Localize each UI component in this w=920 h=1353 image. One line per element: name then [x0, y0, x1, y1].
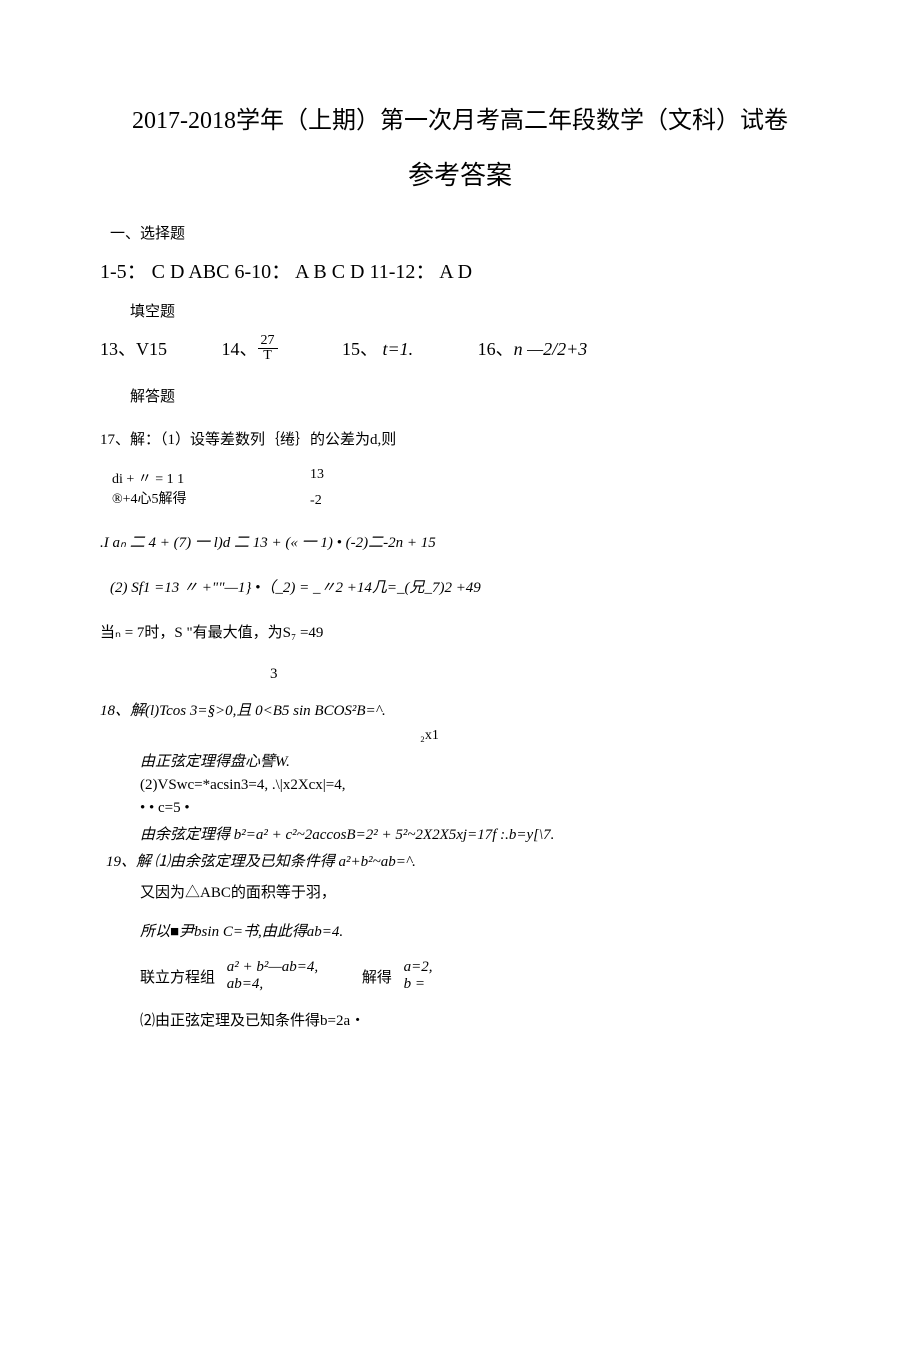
section-3-header: 解答题	[130, 385, 820, 406]
q19-eq-group: 联立方程组 a² + b²—ab=4, ab=4, 解得 a=2, b =	[140, 959, 820, 993]
q17-eq-left1: di + 〃 = 1 1	[112, 468, 187, 488]
q18-line1: 18、解(l)Tcos 3=§>0,且 0<B5 sin BCOS²B=^.	[100, 699, 820, 720]
q19-eq-col2: a=2, b =	[404, 959, 433, 993]
q18-line2: 由正弦定理得盘心譬W.	[140, 750, 820, 771]
q17-eq-right1: 13	[310, 467, 324, 483]
q14-top: 27	[258, 334, 278, 349]
q17-line4: 当ₙ = 7时，S "有最大值，为S₇ =49	[100, 621, 820, 642]
doc-title: 2017-2018学年（上期）第一次月考高二年段数学（文科）试卷	[100, 100, 820, 135]
q13-label: 13、	[100, 339, 136, 359]
q17-eq-block: di + 〃 = 1 1 ®+4心5解得 13 -2	[112, 467, 820, 509]
doc-subtitle: 参考答案	[100, 155, 820, 192]
q19-eq-label: 联立方程组	[140, 966, 215, 987]
q19-eq2: ab=4,	[227, 976, 318, 993]
section-2-header: 填空题	[130, 300, 820, 321]
q17-eq-left: di + 〃 = 1 1 ®+4心5解得	[112, 468, 187, 508]
q17-line2: .I aₙ 二 4 + (7) 一 l)d 二 13 + (« 一 1) • (…	[100, 531, 820, 552]
q18-line4: • • c=5 •	[140, 800, 820, 817]
q19-solve: 解得	[362, 966, 392, 987]
q19-line3: 所以■尹bsin C=书,由此得ab=4.	[140, 920, 820, 941]
fill-answers: 13、V15 14、27T 15、 t=1. 16、n —2/2+3	[100, 335, 820, 365]
q14-label: 14、	[222, 339, 258, 359]
q19-line2: 又因为△ABC的面积等于羽，	[140, 881, 820, 902]
three-num: 3	[270, 666, 820, 683]
q14-frac: 27T	[258, 334, 278, 363]
q17-line3: (2) Sf1 =13 〃 +""—1} •（_2) = _〃2 +14几=_(…	[110, 576, 820, 597]
q18-right: ₂x1	[420, 728, 820, 744]
q19-eq-col1: a² + b²—ab=4, ab=4,	[227, 959, 318, 993]
q17-line1: 17、解：（1）设等差数列｛绻｝的公差为d,则	[100, 428, 820, 449]
choice-answers: 1-5： C D ABC 6-10： A B C D 11-12： A D	[100, 255, 820, 284]
q17-eq-right: 13 -2	[310, 467, 324, 509]
q15-label: 15、	[342, 339, 383, 359]
section-1-header: 一、选择题	[110, 222, 820, 243]
q16-val: n —2/2+3	[514, 339, 588, 359]
q17-eq-left2: ®+4心5解得	[112, 488, 187, 508]
q13-val: V15	[136, 339, 167, 359]
q19-sol2: b =	[404, 976, 433, 993]
q14-bot: T	[258, 349, 278, 363]
q19-line4: ⑵由正弦定理及已知条件得b=2a・	[140, 1009, 820, 1030]
q19-line1: 19、解 ⑴由余弦定理及已知条件得 a²+b²~ab=^.	[106, 850, 820, 871]
q17-eq-right2: -2	[310, 493, 324, 509]
q16-label: 16、	[478, 339, 514, 359]
q19-eq1: a² + b²—ab=4,	[227, 959, 318, 976]
q18-line3: (2)VSwc=*acsin3=4, .\|x2Xcx|=4,	[140, 777, 820, 794]
q19-sol1: a=2,	[404, 959, 433, 976]
q18-line5: 由余弦定理得 b²=a² + c²~2accosB=2² + 5²~2X2X5x…	[140, 823, 820, 844]
q15-val: t=1.	[383, 339, 414, 359]
